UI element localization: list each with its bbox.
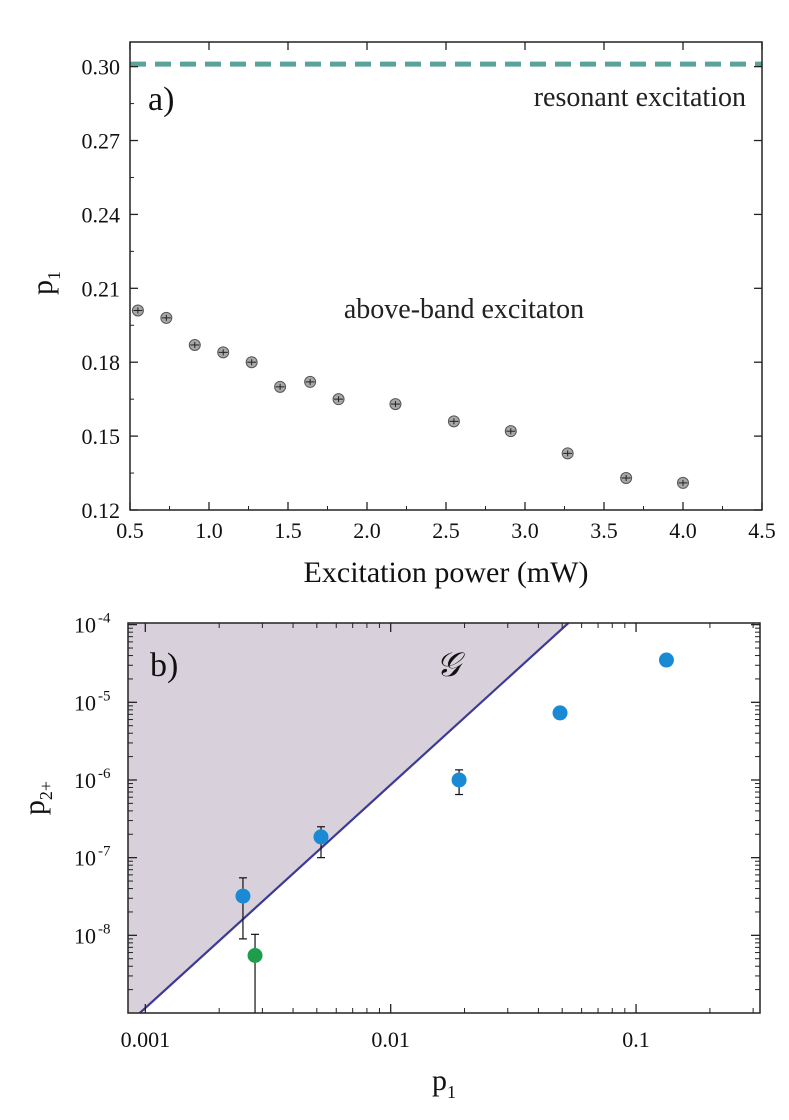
y-tick-label: 10 (74, 846, 96, 871)
panel-a-y-axis-label: p1 (26, 271, 64, 295)
x-tick-label: 2.5 (432, 518, 460, 543)
y-tick-label: 10 (74, 690, 96, 715)
data-point (658, 652, 674, 668)
panel-b-y-ticks: 10-810-710-610-510-4 (74, 611, 760, 991)
x-tick-label: 1.5 (274, 518, 302, 543)
data-point (235, 888, 251, 904)
panel-b: 0.001 0.01 0.1 10-810-710-610-510-4 b) 𝒢 p… (18, 611, 761, 1102)
panel-b-marks (128, 623, 674, 1013)
y-tick-label: 0.18 (82, 350, 121, 375)
x-tick-label: 0.5 (116, 518, 144, 543)
y-tick-exponent: -8 (98, 921, 111, 937)
x-tick-label: 3.0 (511, 518, 539, 543)
x-tick-label: 4.5 (748, 518, 776, 543)
data-point (313, 829, 329, 845)
panel-a: 0.5 1.0 1.5 2.0 2.5 3.0 3.5 4.0 4.5 0.12 0.15 0.18… (26, 41, 776, 589)
y-tick-label: 0.21 (82, 276, 121, 301)
x-tick-label: 0.01 (371, 1027, 410, 1052)
panel-b-label: b) (150, 647, 178, 684)
x-tick-label: 0.1 (622, 1027, 650, 1052)
panel-a-label: a) (148, 81, 174, 118)
y-tick-label: 0.30 (82, 55, 121, 80)
y-tick-exponent: -5 (98, 688, 111, 704)
x-tick-label: 2.0 (353, 518, 381, 543)
data-point (247, 947, 263, 963)
x-tick-label: 0.001 (121, 1027, 171, 1052)
y-tick-exponent: -7 (98, 844, 111, 860)
y-tick-exponent: -6 (98, 766, 111, 782)
panel-a-y-axis-label-text: p1 (26, 271, 64, 295)
x-tick-label: 1.0 (195, 518, 223, 543)
y-tick-label: 0.27 (82, 129, 121, 154)
y-tick-label: 0.15 (82, 424, 121, 449)
data-point (552, 705, 568, 721)
y-tick-label: 10 (74, 768, 96, 793)
region-g (128, 623, 569, 1013)
y-tick-label: 0.12 (82, 498, 121, 523)
data-point (451, 772, 467, 788)
x-tick-label: 3.5 (590, 518, 618, 543)
y-tick-label: 10 (74, 613, 96, 638)
above-band-annotation: above-band excitaton (344, 294, 584, 325)
boundary-line (139, 623, 570, 1013)
panel-b-y-axis-label-text: p2+ (18, 781, 56, 815)
y-tick-label: 0.24 (82, 202, 121, 227)
region-g-label: 𝒢 (436, 647, 465, 684)
panel-b-x-ticks: 0.001 0.01 0.1 (121, 623, 754, 1052)
panel-a-x-ticks: 0.5 1.0 1.5 2.0 2.5 3.0 3.5 4.0 4.5 (116, 42, 776, 543)
resonant-excitation-annotation: resonant excitation (534, 82, 746, 113)
y-tick-label: 10 (74, 923, 96, 948)
panel-a-y-ticks: 0.12 0.15 0.18 0.21 0.24 0.27 0.30 (82, 55, 762, 523)
panel-b-frame (127, 622, 761, 1014)
panel-b-y-axis-label: p2+ (18, 781, 56, 815)
x-tick-label: 4.0 (669, 518, 697, 543)
panel-a-marks (130, 61, 762, 489)
panel-b-x-axis-label: p1 (432, 1064, 456, 1102)
panel-a-x-axis-label: Excitation power (mW) (304, 556, 589, 589)
y-tick-exponent: -4 (98, 611, 111, 627)
